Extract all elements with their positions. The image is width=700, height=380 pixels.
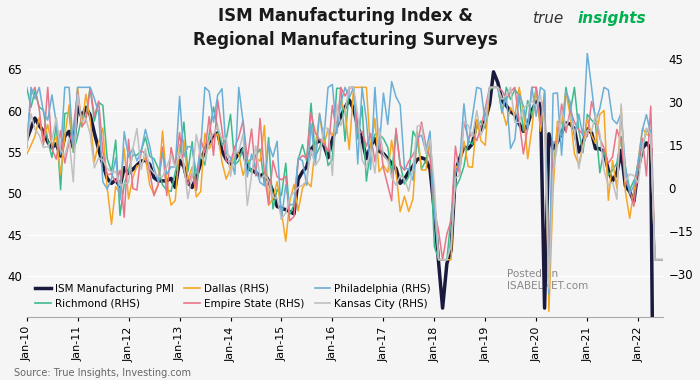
- Text: Posted on
ISABELNET.com: Posted on ISABELNET.com: [508, 269, 589, 291]
- Title: ISM Manufacturing Index &
Regional Manufacturing Surveys: ISM Manufacturing Index & Regional Manuf…: [193, 7, 498, 49]
- Text: true: true: [532, 11, 564, 26]
- Text: Source: True Insights, Investing.com: Source: True Insights, Investing.com: [14, 368, 191, 378]
- Legend: ISM Manufacturing PMI, Richmond (RHS), Dallas (RHS), Empire State (RHS), Philade: ISM Manufacturing PMI, Richmond (RHS), D…: [32, 280, 434, 312]
- Text: insights: insights: [578, 11, 646, 26]
